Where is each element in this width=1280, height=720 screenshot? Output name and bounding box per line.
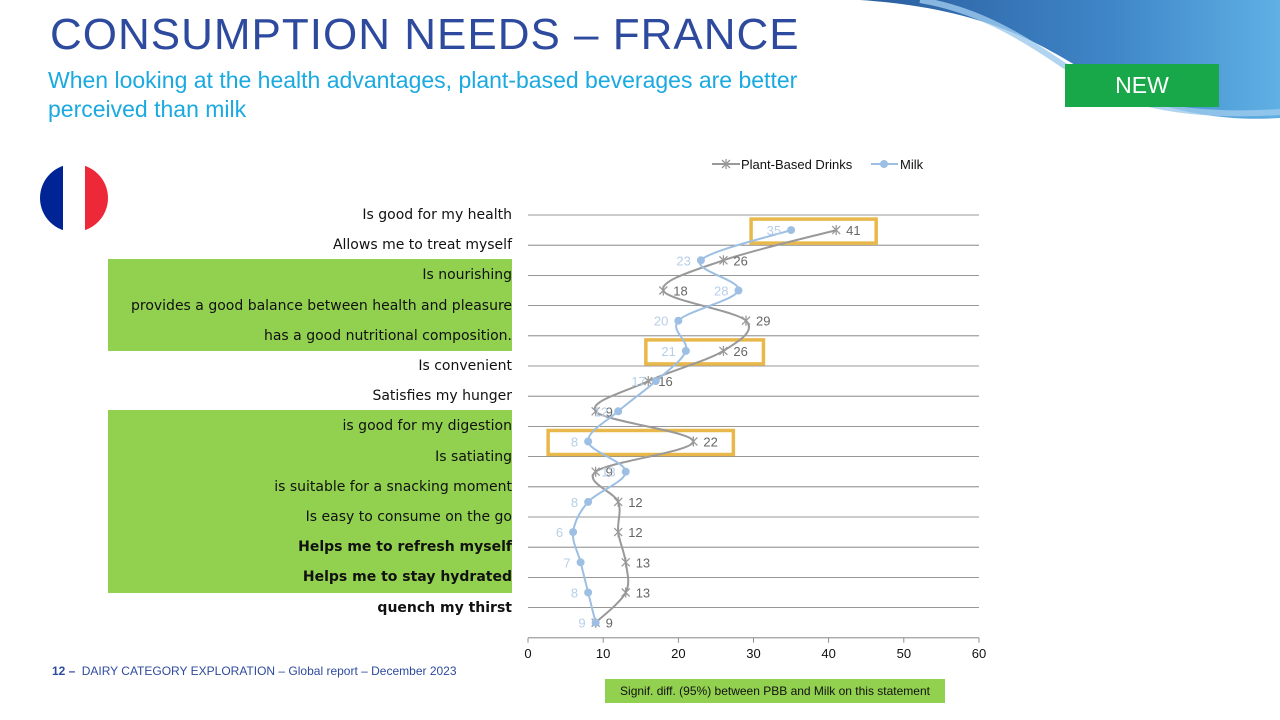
pbb-value-label: 12 xyxy=(628,495,642,510)
pbb-point xyxy=(718,255,728,266)
milk-value-label: 6 xyxy=(556,525,563,540)
flag-stripe-blue xyxy=(40,164,63,232)
pbb-point xyxy=(591,406,601,417)
pbb-point xyxy=(621,587,631,598)
x-tick-label: 40 xyxy=(821,646,835,661)
pbb-point xyxy=(621,557,631,568)
new-badge: NEW xyxy=(1065,64,1219,107)
statement-label: Satisfies my hunger xyxy=(372,388,512,405)
pbb-point xyxy=(613,527,623,538)
milk-value-label: 7 xyxy=(563,555,570,570)
flag-stripe-white xyxy=(62,164,86,232)
flag-stripe-red xyxy=(85,164,108,232)
milk-point xyxy=(621,467,630,476)
legend-pbb-label: Plant-Based Drinks xyxy=(741,157,853,172)
significance-box xyxy=(644,338,766,366)
x-tick-label: 30 xyxy=(746,646,760,661)
milk-value-label: 12 xyxy=(594,404,608,419)
page-number: 12 – xyxy=(52,664,76,678)
milk-point xyxy=(584,588,593,597)
pbb-point xyxy=(831,225,841,236)
pbb-value-label: 12 xyxy=(628,525,642,540)
pbb-value-label: 29 xyxy=(756,314,770,329)
pbb-value-label: 13 xyxy=(636,555,650,570)
footer: 12 – DAIRY CATEGORY EXPLORATION – Global… xyxy=(52,664,457,678)
milk-value-label: 20 xyxy=(654,314,668,329)
legend-milk-label: Milk xyxy=(900,157,924,172)
x-tick-label: 0 xyxy=(524,646,531,661)
milk-point xyxy=(734,286,743,295)
significance-box xyxy=(749,217,878,245)
milk-value-label: 13 xyxy=(601,465,615,480)
statement-label: is good for my digestion xyxy=(342,418,512,435)
statement-label: Helps me to stay hydrated xyxy=(302,569,512,586)
statement-label: Is easy to consume on the go xyxy=(305,509,512,525)
statement-label: is suitable for a snacking moment xyxy=(274,478,512,495)
pbb-point xyxy=(658,285,668,296)
milk-point xyxy=(696,256,705,265)
milk-value-label: 8 xyxy=(571,435,578,450)
page-title: CONSUMPTION NEEDS – FRANCE xyxy=(50,10,800,59)
milk-value-label: 8 xyxy=(571,586,578,601)
significance-box xyxy=(546,428,736,457)
green-band xyxy=(108,259,512,351)
pbb-value-label: 9 xyxy=(606,616,613,631)
significance-note: Signif. diff. (95%) between PBB and Milk… xyxy=(605,679,945,703)
milk-value-label: 17 xyxy=(631,374,645,389)
milk-value-label: 23 xyxy=(676,253,690,268)
milk-value-label: 9 xyxy=(578,616,585,631)
pbb-point xyxy=(688,436,698,447)
pbb-point xyxy=(741,315,751,326)
report-title: DAIRY CATEGORY EXPLORATION – Global repo… xyxy=(81,664,457,678)
x-tick-label: 50 xyxy=(897,646,911,661)
pbb-value-label: 22 xyxy=(703,435,717,450)
statement-label: quench my thirst xyxy=(377,599,512,616)
milk-point xyxy=(584,437,593,446)
pbb-value-label: 16 xyxy=(658,374,672,389)
statement-label: Is convenient xyxy=(418,358,512,374)
milk-point xyxy=(576,558,585,567)
legend-milk-marker xyxy=(880,160,888,168)
legend-pbb-marker xyxy=(721,159,731,169)
pbb-value-label: 13 xyxy=(636,586,650,601)
statement-label: Helps me to refresh myself xyxy=(298,539,512,556)
pbb-value-label: 9 xyxy=(606,465,613,480)
statement-label: Is good for my health xyxy=(362,207,512,223)
france-flag-icon xyxy=(40,164,108,232)
statement-label: Allows me to treat myself xyxy=(332,237,512,254)
milk-value-label: 28 xyxy=(714,284,728,299)
milk-point xyxy=(651,377,660,386)
x-tick-label: 60 xyxy=(972,646,986,661)
milk-point xyxy=(674,316,683,325)
pbb-value-label: 41 xyxy=(846,223,860,238)
statement-label: has a good nutritional composition. xyxy=(263,327,512,344)
pbb-point xyxy=(591,466,601,477)
milk-value-label: 8 xyxy=(571,495,578,510)
pbb-point xyxy=(643,376,653,387)
x-tick-label: 10 xyxy=(596,646,610,661)
milk-point xyxy=(614,407,623,416)
pbb-value-label: 26 xyxy=(733,344,747,359)
pbb-value-label: 18 xyxy=(673,284,687,299)
page-subtitle: When looking at the health advantages, p… xyxy=(48,67,798,122)
milk-point xyxy=(681,346,690,355)
statement-label: Is satiating xyxy=(435,448,512,465)
statement-label: Is nourishing xyxy=(422,267,512,284)
pbb-value-label: 9 xyxy=(606,404,613,419)
milk-value-label: 35 xyxy=(767,223,781,238)
milk-point xyxy=(591,618,600,627)
pbb-point xyxy=(718,345,728,356)
statement-label: provides a good balance between health a… xyxy=(130,297,512,314)
x-tick-label: 20 xyxy=(671,646,685,661)
pbb-point xyxy=(613,496,623,507)
milk-point xyxy=(569,528,578,537)
green-band xyxy=(108,410,512,593)
milk-value-label: 21 xyxy=(661,344,675,359)
milk-point xyxy=(584,497,593,506)
milk-point xyxy=(787,226,796,235)
pbb-value-label: 26 xyxy=(733,253,747,268)
